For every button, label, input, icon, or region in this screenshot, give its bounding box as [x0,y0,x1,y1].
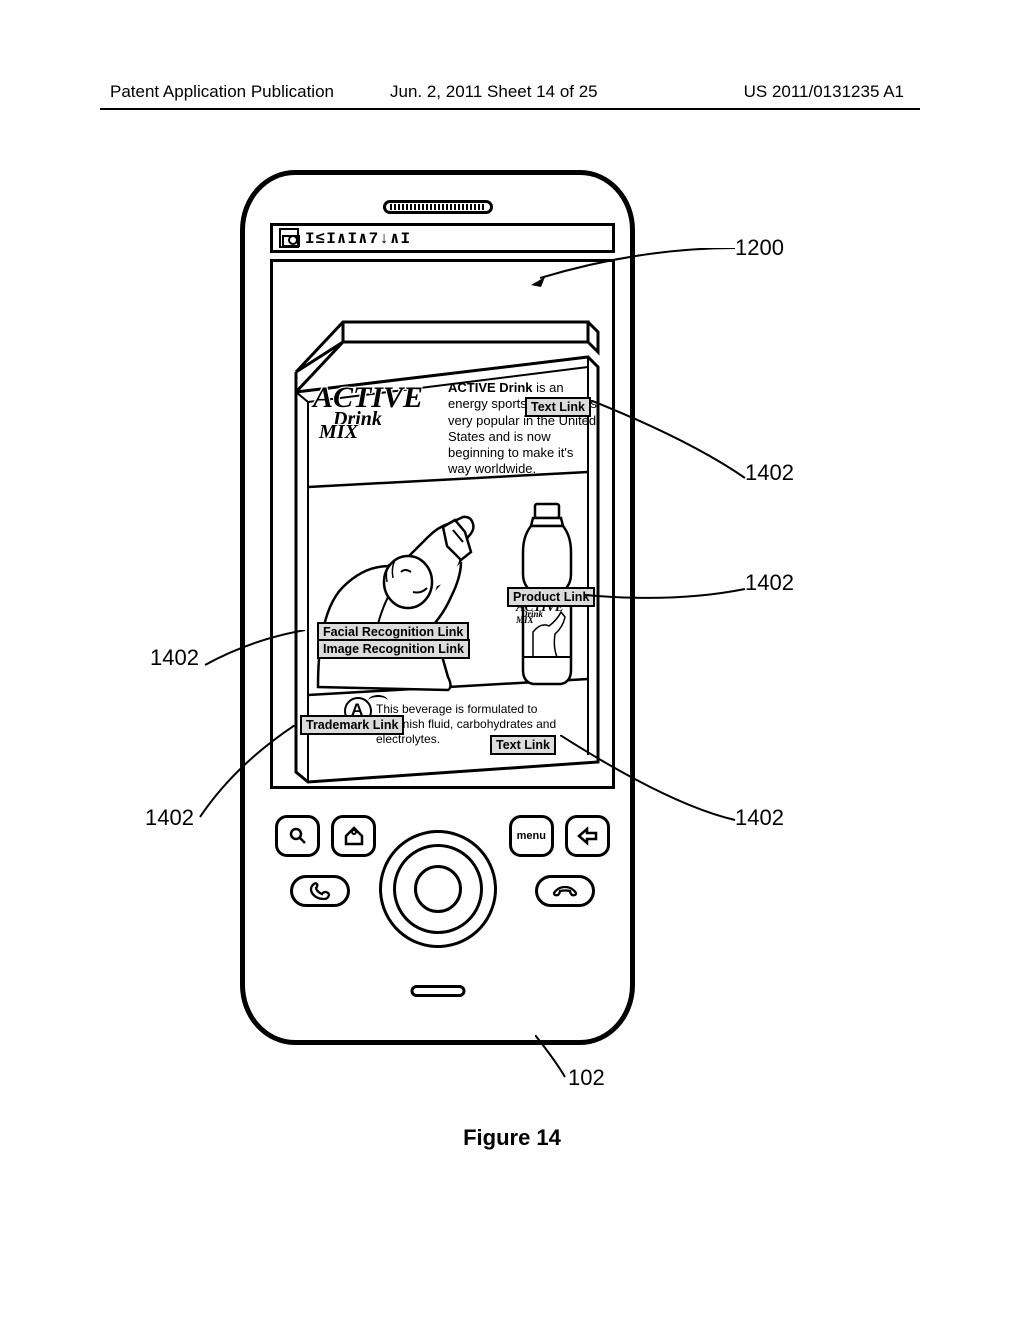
mobile-phone-device: I≤I∧I∧7↓∧I [240,170,635,1045]
phone-mic [410,985,465,997]
figure-14: I≤I∧I∧7↓∧I [140,170,900,1140]
ref-1402-c: 1402 [150,645,199,671]
product-description: ACTIVE Drink is an energy sports drink t… [448,380,598,478]
ref-1200: 1200 [735,235,784,261]
call-button[interactable] [290,875,350,907]
bottle-brand-l3: MIX [516,617,572,623]
text-link-overlay-2[interactable]: Text Link [490,735,556,755]
status-bar-text: I≤I∧I∧7↓∧I [305,228,411,248]
phone-dpad[interactable] [379,830,497,948]
image-recognition-link-overlay[interactable]: Image Recognition Link [317,639,470,659]
text-link-overlay-1[interactable]: Text Link [525,397,591,417]
product-brand-title: ACTIVE Drink MIX [313,387,453,440]
header-publication: Patent Application Publication [110,82,334,102]
header-date-sheet: Jun. 2, 2011 Sheet 14 of 25 [390,82,598,102]
menu-button[interactable]: menu [509,815,554,857]
camera-icon [279,228,299,248]
desc-bold: ACTIVE Drink [448,380,533,395]
figure-caption: Figure 14 [0,1125,1024,1151]
brand-line3: MIX [319,425,453,440]
end-call-button[interactable] [535,875,595,907]
header-doc-number: US 2011/0131235 A1 [744,82,904,102]
trademark-link-overlay[interactable]: Trademark Link [300,715,404,735]
product-link-overlay[interactable]: Product Link [507,587,595,607]
product-book: ACTIVE Drink MIX ACTIVE Drink is an ener… [288,317,598,782]
ref-1402-d: 1402 [145,805,194,831]
phone-speaker [383,200,493,214]
phone-screen: ACTIVE Drink MIX ACTIVE Drink is an ener… [270,259,615,789]
home-button[interactable] [331,815,376,857]
header-rule [100,108,920,110]
